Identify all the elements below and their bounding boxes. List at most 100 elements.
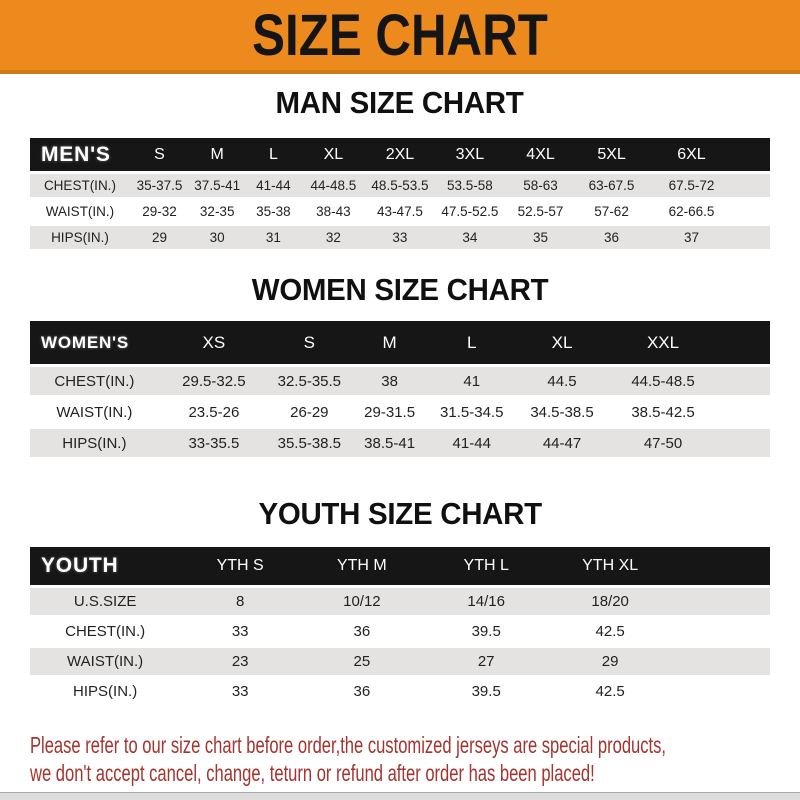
size-column-header: 2XL <box>385 145 415 163</box>
size-column-header: M <box>210 145 224 163</box>
size-value: 44.5 <box>547 372 577 390</box>
section-heading-text: MAN SIZE CHART <box>276 85 524 120</box>
size-value: 41-44 <box>452 434 491 452</box>
table-row: WAIST(IN.) 23 25 27 29 <box>30 648 770 675</box>
size-value: 23 <box>231 653 249 670</box>
size-value: 37.5-41 <box>194 178 241 193</box>
size-column-header: YTH M <box>336 557 387 574</box>
size-value: 32 <box>325 230 341 245</box>
size-value: 34.5-38.5 <box>530 403 594 421</box>
table-row: HIPS(IN.) 33 36 39.5 42.5 <box>30 678 770 705</box>
footer-note: Please refer to our size chart before or… <box>30 731 800 787</box>
size-value: 36 <box>353 683 371 700</box>
size-value: 53.5-58 <box>446 178 493 193</box>
row-label: CHEST(IN.) <box>43 178 116 193</box>
table-header-row: WOMEN'S XS S M L XL XXL <box>30 321 770 364</box>
size-column-header: 3XL <box>455 145 485 163</box>
size-value: 33 <box>392 230 408 245</box>
size-value: 18/20 <box>591 593 629 610</box>
size-value: 63-67.5 <box>588 178 635 193</box>
size-value: 27 <box>477 653 495 670</box>
size-value: 23.5-26 <box>188 403 240 421</box>
table-row: WAIST(IN.) 29-32 32-35 35-38 38-43 43-47.5 47.… <box>30 200 770 223</box>
size-value: 8 <box>235 593 245 610</box>
size-value: 36 <box>604 230 620 245</box>
row-label: WAIST(IN.) <box>67 653 144 670</box>
size-column-header: L <box>467 332 477 352</box>
size-value: 42.5 <box>595 623 625 640</box>
table-row: U.S.SIZE 8 10/12 14/16 18/20 <box>30 588 770 615</box>
row-label: WAIST(IN.) <box>56 403 133 421</box>
size-value: 33 <box>231 623 249 640</box>
size-value: 38.5-42.5 <box>631 403 695 421</box>
size-table: YOUTH YTH S YTH M YTH L YTH XL U.S.SIZE 8 10/12… <box>30 547 770 705</box>
size-value: 33 <box>231 683 249 700</box>
section-heading-text: WOMEN SIZE CHART <box>251 272 549 307</box>
size-column-header: XXL <box>646 332 680 352</box>
section-heading: WOMEN SIZE CHART <box>0 273 800 307</box>
size-value: 44.5-48.5 <box>631 372 695 390</box>
size-value: 31 <box>265 230 281 245</box>
size-value: 35-38 <box>256 204 291 219</box>
section-heading: MAN SIZE CHART <box>0 86 800 120</box>
size-value: 41-44 <box>256 178 291 193</box>
size-value: 36 <box>353 623 371 640</box>
size-column-header: YTH XL <box>582 557 639 574</box>
size-value: 34 <box>462 230 478 245</box>
size-value: 39.5 <box>471 683 501 700</box>
size-column-header: S <box>303 332 315 352</box>
size-value: 57-62 <box>594 204 629 219</box>
size-value: 29-32 <box>142 204 177 219</box>
size-value: 41 <box>463 372 481 390</box>
size-value: 47-50 <box>643 434 683 452</box>
row-label: CHEST(IN.) <box>65 623 146 640</box>
size-value: 29-31.5 <box>364 403 416 421</box>
table-row: WAIST(IN.) 23.5-26 26-29 29-31.5 31.5-34.5 34… <box>30 398 770 426</box>
size-value: 44-48.5 <box>310 178 357 193</box>
size-column-header: XS <box>202 332 226 352</box>
size-chart-section: MAN SIZE CHART MEN'S S M L XL 2XL 3XL 4XL 5XL 6XL C… <box>0 86 800 249</box>
size-value: 48.5-53.5 <box>371 178 429 193</box>
size-value: 67.5-72 <box>668 178 715 193</box>
table-row: CHEST(IN.) 35-37.5 37.5-41 41-44 44-48.5 48.5… <box>30 174 770 197</box>
size-column-header: M <box>382 332 397 352</box>
size-table: MEN'S S M L XL 2XL 3XL 4XL 5XL 6XL CHEST(IN.) 35-37… <box>30 138 770 249</box>
page-title: SIZE CHART <box>252 1 548 68</box>
table-header-label: YOUTH <box>41 554 119 577</box>
section-heading: YOUTH SIZE CHART <box>0 497 800 531</box>
size-chart-sections: MAN SIZE CHART MEN'S S M L XL 2XL 3XL 4XL 5XL 6XL C… <box>0 86 800 705</box>
size-chart-section: YOUTH SIZE CHART YOUTH YTH S YTH M YTH L YTH … <box>0 497 800 705</box>
size-chart-section: WOMEN SIZE CHART WOMEN'S XS S M L XL XXL CHEST(I… <box>0 273 800 457</box>
table-header-label: WOMEN'S <box>41 332 130 352</box>
size-column-header: XL <box>551 332 573 352</box>
size-column-header: S <box>154 145 165 163</box>
row-label: HIPS(IN.) <box>62 434 127 452</box>
size-value: 35.5-38.5 <box>277 434 342 452</box>
table-row: HIPS(IN.) 29 30 31 32 33 34 35 36 37 <box>30 226 770 249</box>
size-value: 38-43 <box>316 204 351 219</box>
size-column-header: 5XL <box>597 145 626 163</box>
size-value: 47.5-52.5 <box>441 204 499 219</box>
size-value: 31.5-34.5 <box>440 403 504 421</box>
row-label: HIPS(IN.) <box>73 683 138 700</box>
size-value: 42.5 <box>595 683 625 700</box>
footer-note-line2: we don't accept cancel, change, teturn o… <box>30 760 595 786</box>
size-value: 32-35 <box>199 204 235 219</box>
size-value: 33-35.5 <box>188 434 240 452</box>
size-value: 29.5-32.5 <box>182 372 246 390</box>
row-label: WAIST(IN.) <box>45 204 115 219</box>
table-header-row: MEN'S S M L XL 2XL 3XL 4XL 5XL 6XL <box>30 138 770 171</box>
size-value: 43-47.5 <box>377 204 423 219</box>
table-row: CHEST(IN.) 33 36 39.5 42.5 <box>30 618 770 645</box>
table-row: CHEST(IN.) 29.5-32.5 32.5-35.5 38 41 44.5 44.5… <box>30 367 770 395</box>
size-value: 35-37.5 <box>136 178 183 193</box>
size-column-header: L <box>268 145 278 163</box>
table-header-row: YOUTH YTH S YTH M YTH L YTH XL <box>30 547 770 585</box>
size-value: 26-29 <box>290 403 329 421</box>
row-label: HIPS(IN.) <box>51 230 109 245</box>
size-column-header: YTH S <box>216 557 264 574</box>
size-column-header: 6XL <box>677 145 706 163</box>
size-value: 38.5-41 <box>364 434 416 452</box>
size-table: WOMEN'S XS S M L XL XXL CHEST(IN.) 29.5-32.5 32.5… <box>30 321 770 457</box>
size-value: 35 <box>533 230 549 245</box>
